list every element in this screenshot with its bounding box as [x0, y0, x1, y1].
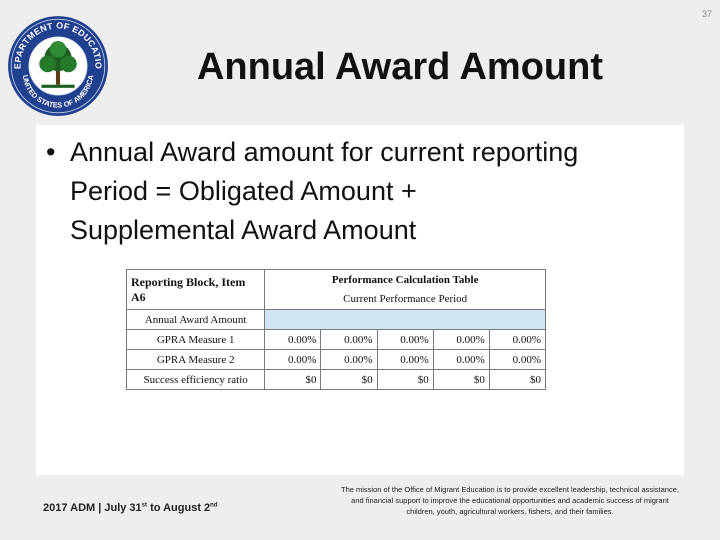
footer-dates-mid: to August 2 — [147, 502, 211, 514]
table-row: GPRA Measure 2 0.00% 0.00% 0.00% 0.00% 0… — [125, 349, 547, 370]
table-cell: 0.00% — [320, 329, 378, 350]
bullet-item: • Annual Award amount for current report… — [46, 133, 666, 250]
footer-mission-statement: The mission of the Office of Migrant Edu… — [341, 485, 679, 516]
table-cell: $0 — [264, 369, 322, 390]
table-cell: $0 — [488, 369, 547, 390]
content-panel: • Annual Award amount for current report… — [36, 125, 684, 475]
table-cell: 0.00% — [432, 329, 490, 350]
row-label: GPRA Measure 1 — [125, 329, 266, 350]
footer-dates-sup-1: st — [141, 502, 148, 509]
table-row: GPRA Measure 1 0.00% 0.00% 0.00% 0.00% 0… — [125, 329, 547, 350]
table-cell: $0 — [376, 369, 434, 390]
table-cell: 0.00% — [320, 349, 378, 370]
table-cell: 0.00% — [376, 329, 434, 350]
table-row: Annual Award Amount — [125, 309, 546, 330]
footer-event-dates: 2017 ADM | July 31st to August 2nd — [43, 502, 218, 514]
bullet-dot: • — [46, 137, 56, 167]
table-row: Success efficiency ratio $0 $0 $0 $0 $0 — [125, 369, 547, 390]
page-title: Annual Award Amount — [196, 46, 604, 88]
table-cell: $0 — [320, 369, 378, 390]
table-header-row: Reporting Block, Item A6 Performance Cal… — [125, 269, 546, 310]
table-cell: $0 — [432, 369, 490, 390]
table-cell: 0.00% — [432, 349, 490, 370]
table-cell: 0.00% — [488, 329, 547, 350]
table-subheading: Current Performance Period — [264, 289, 546, 310]
row-label: GPRA Measure 2 — [125, 349, 266, 370]
table-cell: 0.00% — [376, 349, 434, 370]
table-heading: Performance Calculation Table — [264, 269, 546, 290]
table-cell: 0.00% — [264, 349, 322, 370]
table-cell: 0.00% — [488, 349, 547, 370]
annual-award-amount-field[interactable] — [264, 309, 546, 330]
performance-calculation-table: Reporting Block, Item A6 Performance Cal… — [125, 269, 547, 390]
table-cell: 0.00% — [264, 329, 322, 350]
footer-dates-sup-2: nd — [210, 502, 218, 509]
department-of-education-seal-icon: DEPARTMENT OF EDUCATION UNITED STATES OF… — [6, 14, 108, 116]
row-label: Annual Award Amount — [125, 309, 266, 330]
bullet-text: Annual Award amount for current reportin… — [70, 137, 579, 245]
row-label: Success efficiency ratio — [125, 369, 266, 390]
footer-dates-prefix: 2017 ADM | July 31 — [43, 502, 142, 514]
page-number: 37 — [701, 9, 712, 19]
reporting-block-label: Reporting Block, Item A6 — [125, 269, 266, 310]
